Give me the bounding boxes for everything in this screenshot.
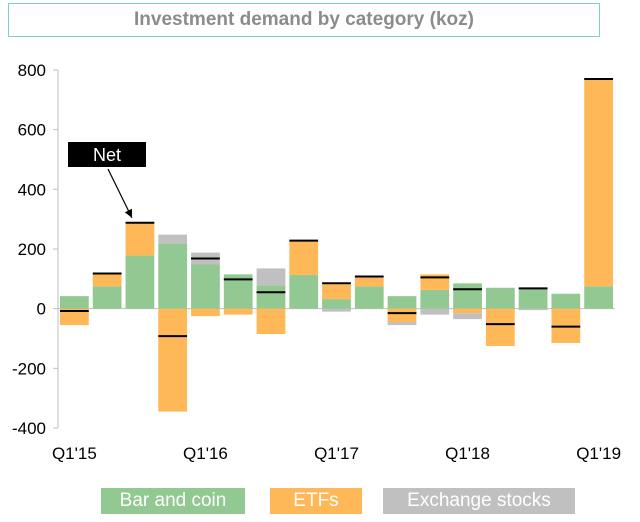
bar-exchange-stocks [387,322,417,326]
bar-exchange-stocks [256,268,286,286]
legend-item-exchange-stocks: Exchange stocks [383,488,575,514]
legend: Bar and coin ETFs Exchange stocks [0,488,640,516]
bar-bar-and-coin [158,243,188,309]
x-tick-label: Q1'19 [576,444,621,463]
bar-bar-and-coin [387,296,417,309]
bar-exchange-stocks [322,308,351,312]
y-tick-label: 0 [37,300,46,319]
y-tick-label: 400 [18,180,46,199]
legend-item-etfs: ETFs [270,488,362,514]
legend-item-bar-and-coin: Bar and coin [101,488,245,514]
y-tick-label: 200 [18,240,46,259]
x-tick-label: Q1'17 [314,444,359,463]
bar-etfs [453,308,482,314]
bar-etfs [322,284,351,300]
bar-exchange-stocks [518,308,548,311]
chart-plot-area: 800 600 400 200 0 -200 -400 Q1'15 Q1'16 Q1'17 Q1'1… [12,61,621,463]
chart-title: Investment demand by category (koz) [8,3,600,37]
bar-bar-and-coin [551,293,581,309]
bar-etfs [191,308,220,317]
bar-etfs [584,79,613,287]
bar-exchange-stocks [420,308,450,315]
y-tick-label: -200 [12,359,46,378]
bar-bar-and-coin [191,264,220,309]
bar-bar-and-coin [584,286,613,309]
bar-bar-and-coin [125,255,155,309]
bar-bar-and-coin [453,283,482,309]
y-tick-label: 600 [18,121,46,140]
bar-etfs [125,223,155,256]
bar-bar-and-coin [420,289,450,309]
bar-bar-and-coin [322,299,351,309]
bar-exchange-stocks [158,234,188,244]
bar-etfs [485,308,515,346]
bar-bar-and-coin [92,286,122,309]
bar-bar-and-coin [485,287,515,309]
bar-bar-and-coin [256,285,286,309]
net-markers-layer [60,77,613,338]
annotation-arrow-line [107,168,133,219]
bar-bar-and-coin [60,296,89,309]
annotation-arrow-head [124,208,132,218]
bar-etfs [223,308,253,315]
bar-etfs [158,308,188,412]
bar-bar-and-coin [518,288,548,309]
bar-etfs [60,308,89,326]
x-tick-label: Q1'18 [445,444,490,463]
bar-bar-and-coin [289,274,319,309]
bar-exchange-stocks [453,313,482,320]
bar-etfs [92,273,122,287]
y-tick-label: 800 [18,61,46,80]
bar-etfs [256,308,286,335]
annotation-label: Net [93,145,121,165]
y-tick-label: -400 [12,419,46,438]
bar-bar-and-coin [354,286,384,309]
x-tick-label: Q1'16 [183,444,228,463]
x-tick-label: Q1'15 [52,444,97,463]
annotation-box [68,142,146,167]
bar-etfs [354,276,384,287]
bar-etfs [289,240,319,275]
annotation-layer: Net [68,142,146,219]
bars-layer [60,79,613,412]
bar-etfs [387,308,417,323]
